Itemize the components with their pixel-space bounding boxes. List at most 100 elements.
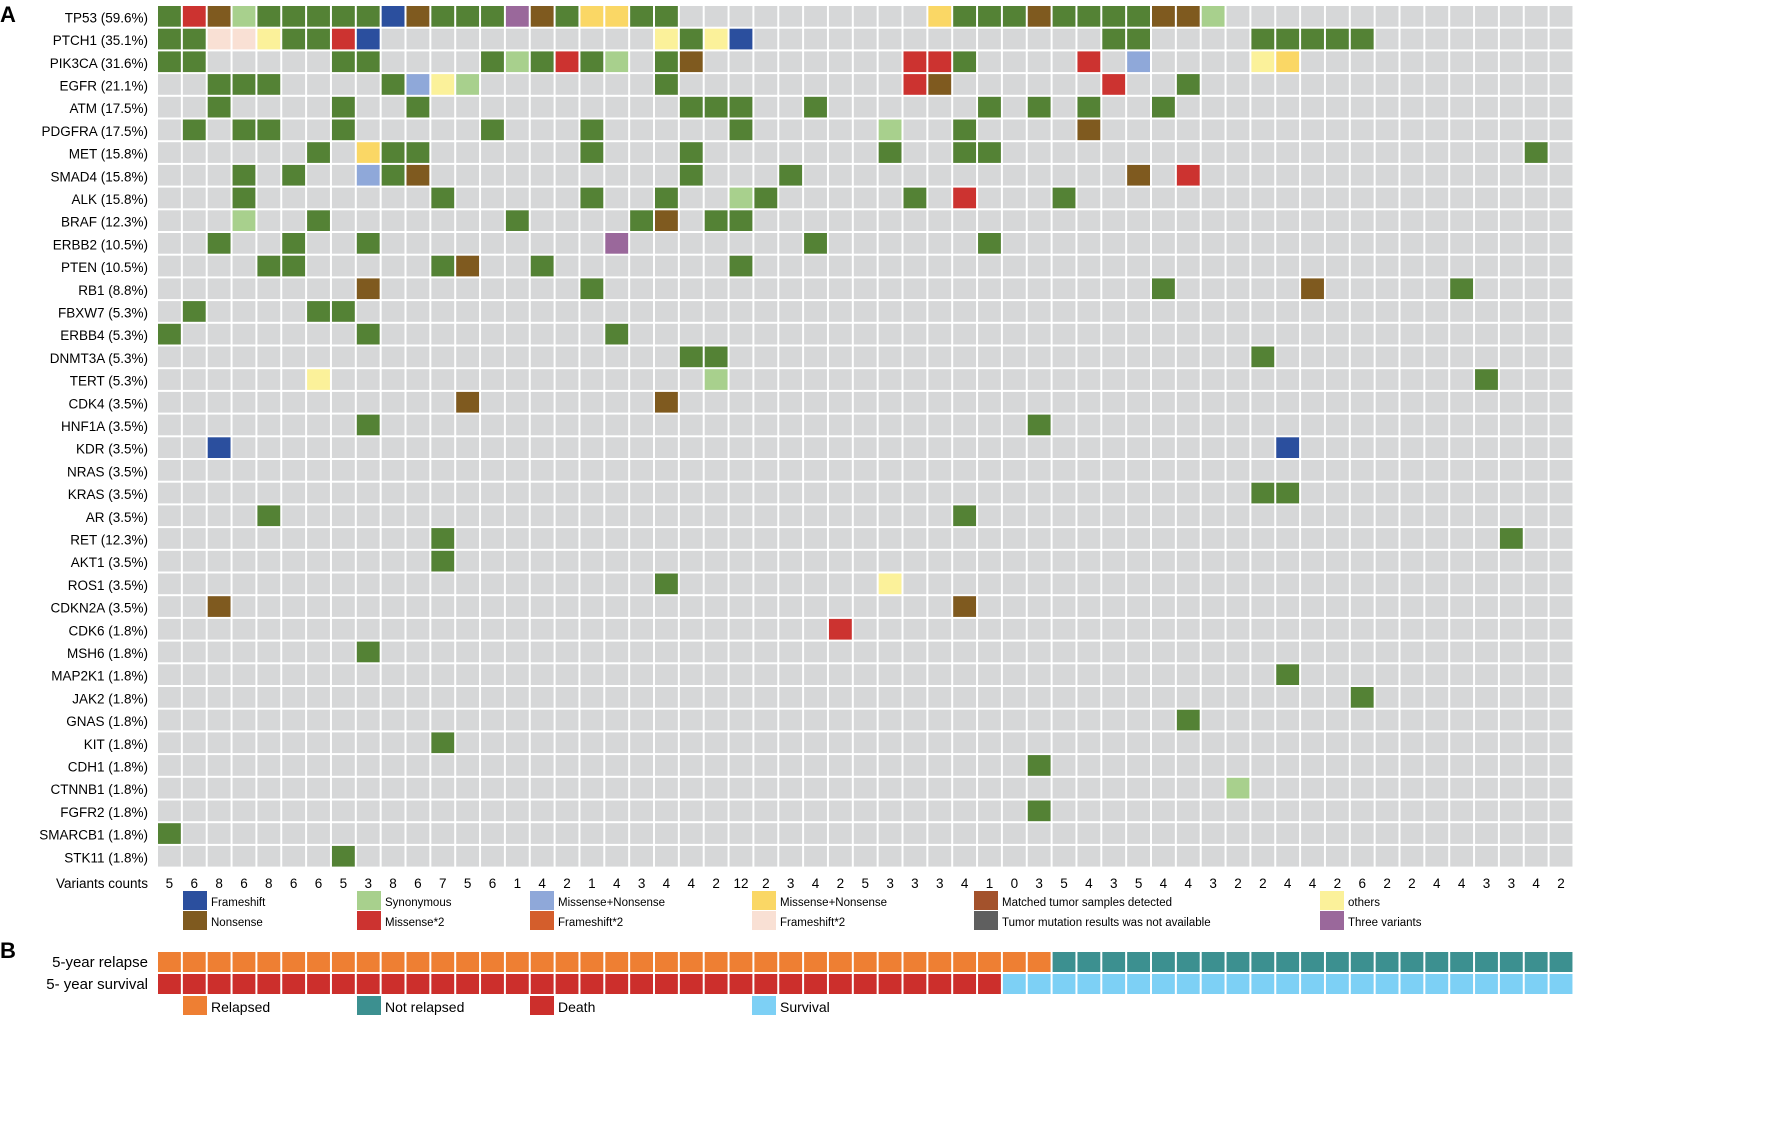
- grid-cell: [655, 505, 678, 527]
- variant-count: 3: [1209, 876, 1217, 891]
- grid-cell: [505, 460, 529, 481]
- grid-cell: [1251, 369, 1275, 390]
- grid-cell: [878, 505, 902, 527]
- grid-cell: [1027, 187, 1051, 209]
- mutation-cell: [1301, 278, 1324, 300]
- grid-cell: [158, 732, 181, 754]
- outcome-cell: [307, 974, 330, 994]
- grid-cell: [1375, 800, 1399, 822]
- grid-cell: [456, 618, 480, 640]
- grid-cell: [381, 51, 405, 73]
- grid-cell: [1375, 414, 1399, 436]
- mutation-cell: [878, 119, 902, 141]
- grid-cell: [729, 709, 753, 731]
- grid-cell: [580, 687, 604, 708]
- grid-cell: [207, 777, 231, 799]
- grid-cell: [853, 369, 877, 390]
- grid-cell: [555, 369, 579, 390]
- grid-cell: [1176, 391, 1200, 413]
- grid-cell: [406, 278, 430, 300]
- grid-cell: [1425, 164, 1449, 186]
- grid-cell: [555, 164, 579, 186]
- mutation-cell: [182, 6, 206, 27]
- grid-cell: [1002, 755, 1026, 776]
- grid-cell: [754, 845, 778, 867]
- grid-cell: [555, 255, 579, 277]
- grid-cell: [1102, 618, 1126, 640]
- grid-cell: [580, 573, 604, 595]
- grid-cell: [1102, 278, 1126, 300]
- grid-cell: [1475, 74, 1498, 95]
- grid-cell: [182, 346, 206, 368]
- grid-cell: [1276, 164, 1300, 186]
- grid-cell: [456, 845, 480, 867]
- grid-cell: [978, 187, 1001, 209]
- grid-cell: [1226, 369, 1250, 390]
- grid-cell: [1002, 74, 1026, 95]
- grid-cell: [853, 641, 877, 663]
- mutation-cell: [257, 505, 281, 527]
- grid-cell: [928, 823, 952, 844]
- mutation-cell: [1176, 709, 1200, 731]
- grid-cell: [555, 96, 579, 118]
- grid-cell: [655, 346, 678, 368]
- grid-cell: [1301, 187, 1324, 209]
- grid-cell: [1276, 6, 1300, 27]
- grid-cell: [978, 369, 1001, 390]
- grid-cell: [505, 278, 529, 300]
- grid-cell: [1375, 573, 1399, 595]
- grid-cell: [1152, 618, 1175, 640]
- grid-cell: [1002, 845, 1026, 867]
- grid-cell: [953, 96, 977, 118]
- grid-cell: [505, 119, 529, 141]
- grid-cell: [381, 346, 405, 368]
- outcome-cell: [878, 974, 902, 994]
- grid-cell: [481, 460, 504, 481]
- grid-cell: [1102, 687, 1126, 708]
- grid-cell: [1400, 618, 1424, 640]
- mutation-cell: [282, 28, 306, 50]
- grid-cell: [729, 823, 753, 844]
- grid-cell: [1077, 391, 1101, 413]
- grid-cell: [406, 187, 430, 209]
- grid-cell: [207, 255, 231, 277]
- gene-label: FBXW7 (5.3%): [58, 305, 148, 320]
- grid-cell: [630, 346, 653, 368]
- grid-cell: [431, 505, 455, 527]
- grid-cell: [754, 528, 778, 549]
- grid-cell: [1152, 210, 1175, 231]
- mutation-cell: [729, 119, 753, 141]
- mutation-cell: [406, 6, 430, 27]
- grid-cell: [555, 687, 579, 708]
- grid-cell: [431, 346, 455, 368]
- grid-cell: [704, 618, 728, 640]
- grid-cell: [779, 505, 803, 527]
- grid-cell: [1549, 528, 1573, 549]
- grid-cell: [456, 460, 480, 481]
- grid-cell: [356, 187, 380, 209]
- variant-count: 4: [663, 876, 671, 891]
- grid-cell: [307, 437, 330, 458]
- outcome-cell: [804, 952, 827, 972]
- gene-label: ALK (15.8%): [71, 192, 148, 207]
- grid-cell: [555, 278, 579, 300]
- grid-cell: [456, 346, 480, 368]
- outcome-cell: [381, 952, 405, 972]
- grid-cell: [729, 596, 753, 617]
- outcome-cell: [530, 952, 554, 972]
- grid-cell: [704, 709, 728, 731]
- grid-cell: [903, 346, 927, 368]
- grid-cell: [282, 414, 306, 436]
- grid-cell: [158, 573, 181, 595]
- grid-cell: [853, 391, 877, 413]
- grid-cell: [381, 777, 405, 799]
- grid-cell: [1475, 460, 1498, 481]
- grid-cell: [381, 278, 405, 300]
- grid-cell: [1226, 346, 1250, 368]
- grid-cell: [754, 346, 778, 368]
- grid-cell: [1400, 800, 1424, 822]
- grid-cell: [853, 755, 877, 776]
- legend-swatch: [974, 891, 998, 910]
- grid-cell: [804, 550, 827, 572]
- gene-label: ERBB2 (10.5%): [53, 237, 148, 252]
